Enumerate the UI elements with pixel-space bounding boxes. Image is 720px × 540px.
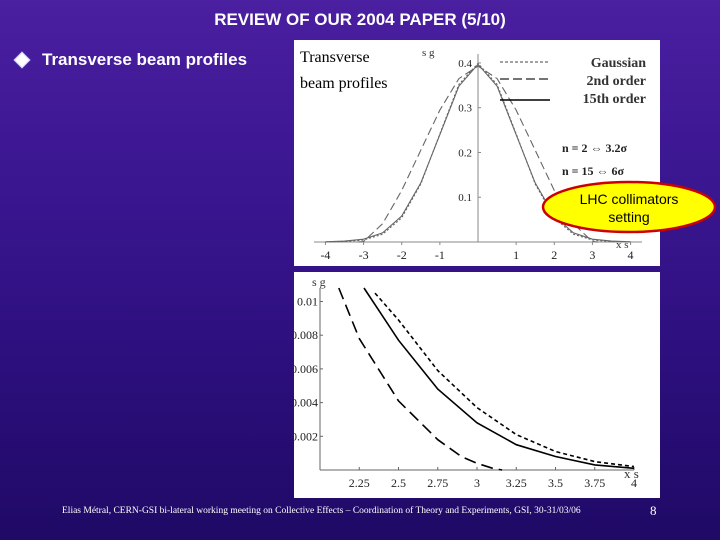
- chart2-series-2nd-order: [338, 287, 503, 471]
- chart1-series-15th-order: [325, 63, 631, 243]
- slide-title: REVIEW OF OUR 2004 PAPER (5/10): [214, 10, 506, 29]
- callout-text: LHC collimators setting: [540, 190, 718, 226]
- bullet-text: Transverse beam profiles: [42, 50, 248, 69]
- chart2-ytick-label: 0.01: [297, 294, 318, 308]
- annotation-n2: n = 2 ⇔ 3.2σ: [562, 141, 628, 155]
- chart2-series-15th-order: [363, 287, 635, 470]
- diamond-bullet-icon: [13, 51, 31, 69]
- chart1-series-2nd-order: [357, 65, 599, 243]
- chart1-xtick-label: -1: [435, 248, 445, 262]
- chart1-xtick-label: -4: [320, 248, 330, 262]
- callout-line1: LHC collimators: [579, 191, 679, 207]
- bullet-row: Transverse beam profiles: [13, 50, 248, 70]
- chart1-xtick-label: 3: [589, 248, 595, 262]
- chart1-ytick-label: 0.4: [458, 58, 472, 70]
- chart1-xtick-label: -2: [397, 248, 407, 262]
- page-number: 8: [650, 503, 657, 518]
- chart2-xtick-label: 3.5: [548, 476, 563, 490]
- chart2-ytick-label: 0.008: [294, 328, 318, 342]
- footer-text: Elias Métral, CERN-GSI bi-lateral workin…: [62, 506, 581, 516]
- collimator-callout: [541, 180, 717, 234]
- chart1-ytick-label: 0.1: [458, 192, 472, 204]
- chart1-xtick-label: -3: [359, 248, 369, 262]
- chart2-ytick-label: 0.004: [294, 396, 318, 410]
- chart2-ylabel: s g: [312, 275, 326, 289]
- chart1-title-line2: beam profiles: [300, 75, 388, 92]
- tail-chart: s g x s 2.25 2.5 2.75 3 3.25 3.5 3.75 4 0.002 0.0…: [291, 272, 660, 498]
- chart1-xtick-label: 1: [513, 248, 519, 262]
- chart1-xtick-label: 2: [551, 248, 557, 262]
- legend-2nd-order-label: 2nd order: [587, 74, 647, 89]
- annotation-n15: n = 15 ⇔ 6σ: [562, 164, 625, 178]
- chart2-series-gaussian: [374, 292, 635, 468]
- legend-gaussian-label: Gaussian: [591, 56, 646, 71]
- legend-15th-order-label: 15th order: [583, 92, 646, 107]
- chart1-ytick-label: 0.2: [458, 147, 472, 159]
- chart2-xtick-label: 2.5: [391, 476, 406, 490]
- chart2-xtick-label: 2.75: [427, 476, 448, 490]
- chart1-ytick-label: 0.3: [458, 103, 472, 115]
- profiles-chart: Transverse beam profiles s g x s -4 -3 -2-…: [294, 40, 660, 266]
- chart1-series-gaussian: [325, 62, 631, 243]
- chart1-ylabel: s g: [422, 47, 435, 59]
- chart2-xtick-label: 3.75: [584, 476, 605, 490]
- chart2-xtick-label: 2.25: [349, 476, 370, 490]
- chart2-ytick-label: 0.002: [294, 429, 318, 443]
- chart2-xtick-label: 3: [474, 476, 480, 490]
- tail-chart-svg: s g x s 2.25 2.5 2.75 3 3.25 3.5 3.75 40.0020.0…: [291, 275, 639, 490]
- chart1-xtick-label: 4: [628, 248, 634, 262]
- profiles-chart-svg: Transverse beam profiles s g x s -4 -3 -2-…: [300, 47, 647, 262]
- chart2-ytick-label: 0.006: [294, 362, 318, 376]
- chart2-xtick-label: 4: [631, 476, 637, 490]
- callout-ellipse: [541, 180, 717, 234]
- chart2-xtick-label: 3.25: [506, 476, 527, 490]
- chart1-title-line1: Transverse: [300, 49, 370, 66]
- callout-line2: setting: [608, 209, 650, 225]
